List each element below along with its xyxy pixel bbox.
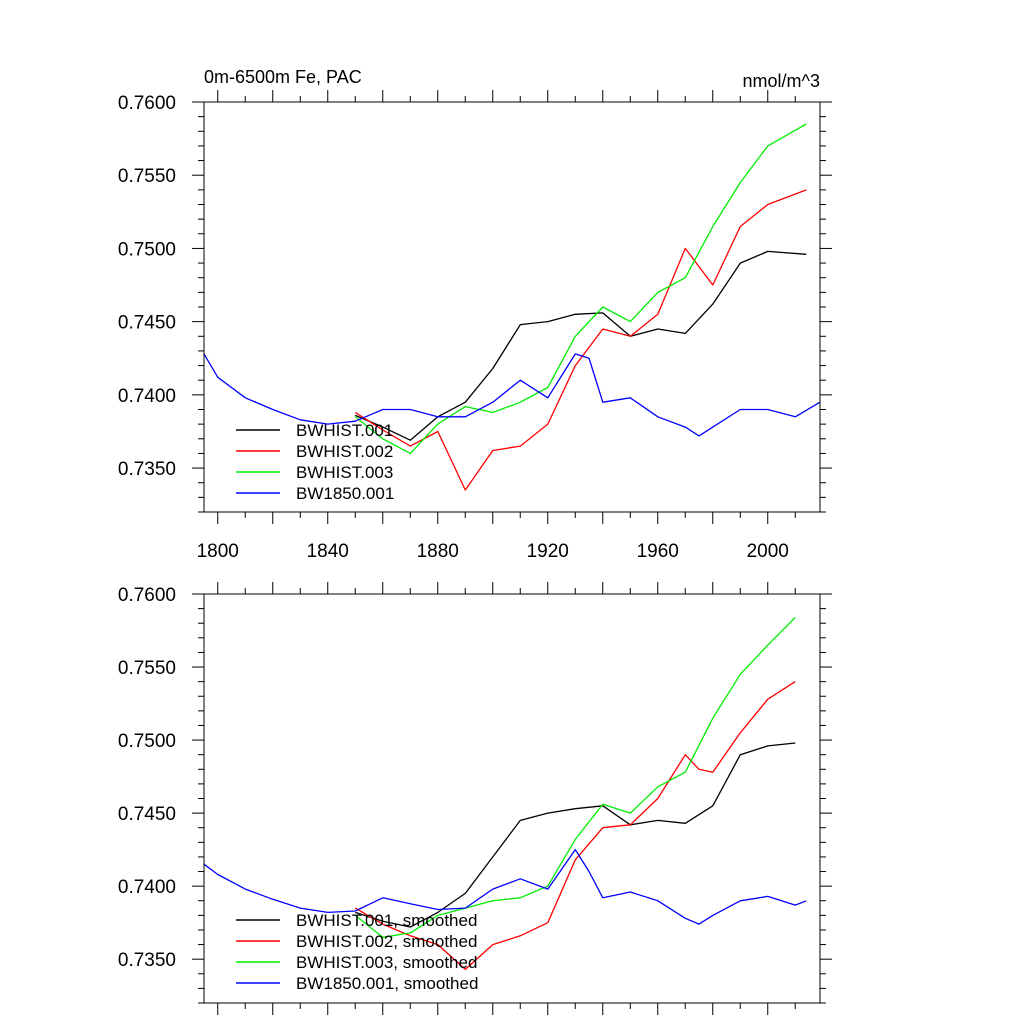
y-tick-label: 0.7400 [118, 386, 176, 407]
series-line [355, 250, 807, 441]
series-line [203, 848, 807, 925]
y-tick-label: 0.7600 [118, 93, 176, 114]
legend-label: BWHIST.001, smoothed [296, 911, 477, 930]
x-tick-label: 2000 [747, 541, 789, 562]
y-tick-label: 0.7500 [118, 239, 176, 260]
x-tick-label: 1800 [197, 541, 239, 562]
legend-label: BW1850.001 [296, 484, 394, 503]
y-tick-label: 0.7450 [118, 313, 176, 334]
legend-label: BW1850.001, smoothed [296, 974, 478, 993]
chart-title: 0m-6500m Fe, PAC [204, 67, 362, 87]
bottom-panel-ticks [192, 582, 832, 1015]
series-line [355, 742, 796, 928]
legend-label: BWHIST.002, smoothed [296, 932, 477, 951]
top-panel-series-lines [203, 123, 821, 491]
y-tick-label: 0.7550 [118, 658, 176, 679]
legend-label: BWHIST.003 [296, 463, 393, 482]
top-panel: 0m-6500m Fe, PAC nmol/m^3 0.76000.75500.… [118, 67, 832, 562]
top-panel-y-tick-labels: 0.7600 0.7550 0.7500 0.7450 0.7400 0.7350 [118, 93, 176, 480]
legend-label: BWHIST.002 [296, 442, 393, 461]
y-tick-label: 0.7350 [118, 950, 176, 971]
units-label: nmol/m^3 [743, 71, 820, 91]
x-tick-label: 1920 [527, 541, 569, 562]
series-line [354, 123, 807, 455]
y-tick-label: 0.7350 [118, 459, 176, 480]
x-tick-label: 1960 [637, 541, 679, 562]
top-panel-ticks [192, 90, 832, 524]
bottom-panel-frame [203, 593, 821, 1004]
bottom-panel: 0.7600 0.7550 0.7500 0.7450 0.7400 0.7350 BWH… [118, 582, 832, 1015]
bottom-panel-legend: BWHIST.001, smoothed BWHIST.002, smoothed… [236, 911, 478, 993]
legend-label: BWHIST.001 [296, 421, 393, 440]
y-tick-label: 0.7500 [118, 731, 176, 752]
legend-label: BWHIST.003, smoothed [296, 953, 477, 972]
top-panel-frame [203, 101, 821, 513]
y-tick-label: 0.7400 [118, 877, 176, 898]
series-line [203, 353, 821, 437]
y-tick-label: 0.7450 [118, 804, 176, 825]
bottom-panel-y-tick-labels: 0.7600 0.7550 0.7500 0.7450 0.7400 0.7350 [118, 585, 176, 971]
bottom-panel-series-lines [203, 616, 807, 971]
x-tick-label: 1880 [417, 541, 459, 562]
y-tick-label: 0.7600 [118, 585, 176, 606]
top-panel-legend: BWHIST.001 BWHIST.002 BWHIST.003 BW1850.001 [236, 421, 394, 503]
series-line [354, 616, 796, 938]
x-tick-label: 1840 [307, 541, 349, 562]
series-line [354, 681, 796, 971]
series-line [354, 189, 807, 491]
y-tick-label: 0.7550 [118, 166, 176, 187]
top-panel-x-tick-labels: 1800 1840 1880 1920 1960 2000 [197, 541, 789, 562]
